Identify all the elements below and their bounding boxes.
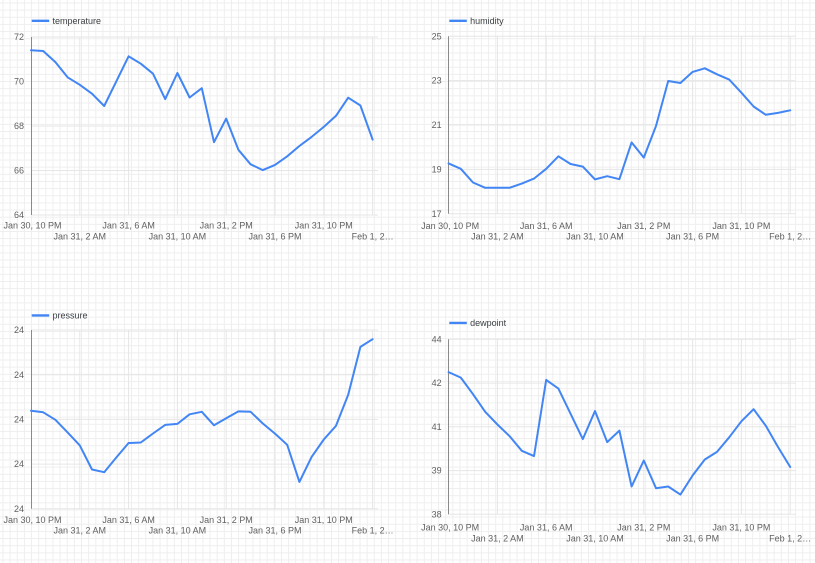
- svg-text:19: 19: [432, 165, 442, 175]
- svg-text:Jan 31, 10 PM: Jan 31, 10 PM: [295, 221, 353, 231]
- svg-text:21: 21: [432, 120, 442, 130]
- svg-text:Jan 31, 2 AM: Jan 31, 2 AM: [471, 231, 524, 241]
- svg-text:Jan 31, 6 PM: Jan 31, 6 PM: [248, 526, 301, 536]
- svg-text:41: 41: [432, 422, 442, 432]
- svg-text:Jan 31, 2 PM: Jan 31, 2 PM: [617, 523, 670, 533]
- svg-text:25: 25: [432, 31, 442, 41]
- svg-text:Feb 1, 2…: Feb 1, 2…: [352, 526, 394, 536]
- svg-text:Jan 31, 6 AM: Jan 31, 6 AM: [102, 221, 155, 231]
- svg-text:Jan 31, 10 AM: Jan 31, 10 AM: [149, 526, 207, 536]
- svg-text:64: 64: [14, 210, 24, 220]
- svg-text:Jan 31, 6 AM: Jan 31, 6 AM: [520, 221, 573, 231]
- svg-text:Jan 30, 10 PM: Jan 30, 10 PM: [3, 515, 61, 525]
- svg-text:Jan 31, 2 AM: Jan 31, 2 AM: [471, 534, 524, 544]
- svg-text:Jan 31, 10 PM: Jan 31, 10 PM: [295, 515, 353, 525]
- svg-text:Jan 31, 10 PM: Jan 31, 10 PM: [712, 523, 770, 533]
- svg-text:17: 17: [432, 209, 442, 219]
- svg-text:Jan 31, 6 PM: Jan 31, 6 PM: [666, 231, 719, 241]
- svg-text:temperature: temperature: [53, 16, 102, 26]
- svg-text:Jan 31, 2 PM: Jan 31, 2 PM: [200, 515, 253, 525]
- svg-text:42: 42: [432, 378, 442, 388]
- svg-text:24: 24: [14, 459, 24, 469]
- svg-text:24: 24: [14, 325, 24, 335]
- svg-text:Jan 31, 6 PM: Jan 31, 6 PM: [248, 231, 301, 241]
- svg-text:23: 23: [432, 76, 442, 86]
- svg-text:24: 24: [14, 370, 24, 380]
- svg-text:24: 24: [14, 504, 24, 514]
- svg-text:Jan 31, 10 AM: Jan 31, 10 AM: [149, 231, 207, 241]
- svg-text:44: 44: [432, 334, 442, 344]
- svg-text:24: 24: [14, 415, 24, 425]
- svg-text:dewpoint: dewpoint: [470, 318, 507, 328]
- svg-text:Jan 31, 2 PM: Jan 31, 2 PM: [200, 221, 253, 231]
- svg-text:Feb 1, 2…: Feb 1, 2…: [352, 231, 394, 241]
- svg-text:Feb 1, 2…: Feb 1, 2…: [769, 231, 811, 241]
- svg-text:humidity: humidity: [470, 16, 504, 26]
- svg-text:Jan 30, 10 PM: Jan 30, 10 PM: [421, 523, 479, 533]
- svg-text:Jan 31, 2 PM: Jan 31, 2 PM: [617, 221, 670, 231]
- svg-text:Jan 31, 6 AM: Jan 31, 6 AM: [520, 523, 573, 533]
- svg-text:66: 66: [14, 166, 24, 176]
- svg-text:Jan 30, 10 PM: Jan 30, 10 PM: [3, 221, 61, 231]
- svg-text:pressure: pressure: [53, 311, 88, 321]
- svg-text:70: 70: [14, 77, 24, 87]
- svg-text:39: 39: [432, 466, 442, 476]
- svg-text:72: 72: [14, 32, 24, 42]
- svg-text:Jan 31, 6 PM: Jan 31, 6 PM: [666, 534, 719, 544]
- svg-text:Feb 1, 2…: Feb 1, 2…: [769, 534, 811, 544]
- svg-text:Jan 31, 6 AM: Jan 31, 6 AM: [102, 515, 155, 525]
- svg-text:Jan 31, 2 AM: Jan 31, 2 AM: [54, 526, 107, 536]
- svg-text:68: 68: [14, 121, 24, 131]
- svg-text:Jan 30, 10 PM: Jan 30, 10 PM: [421, 221, 479, 231]
- svg-text:38: 38: [432, 509, 442, 519]
- svg-text:Jan 31, 2 AM: Jan 31, 2 AM: [54, 231, 107, 241]
- svg-text:Jan 31, 10 PM: Jan 31, 10 PM: [712, 221, 770, 231]
- svg-text:Jan 31, 10 AM: Jan 31, 10 AM: [566, 534, 624, 544]
- svg-text:Jan 31, 10 AM: Jan 31, 10 AM: [566, 231, 624, 241]
